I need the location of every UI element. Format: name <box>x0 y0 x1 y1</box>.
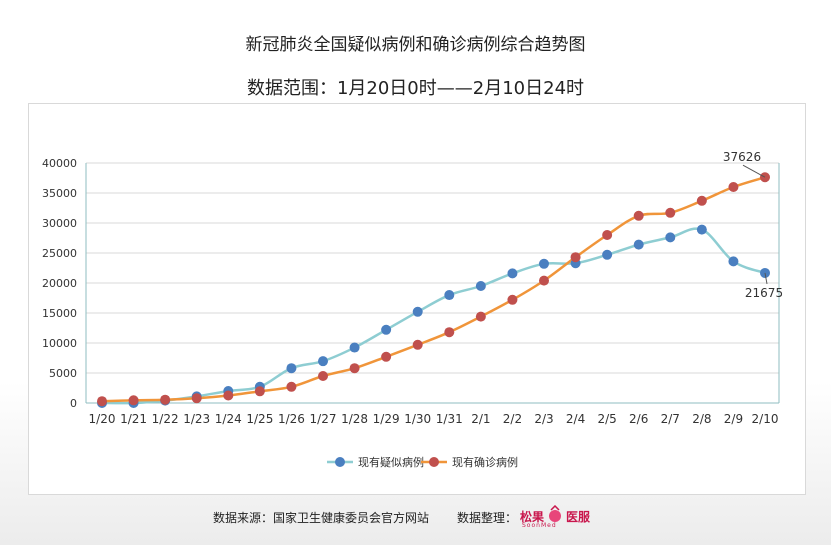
logo-text-right: 医服 <box>566 510 591 524</box>
data-point <box>318 356 328 367</box>
x-tick-label: 2/5 <box>597 412 616 426</box>
data-point <box>602 230 613 240</box>
data-point <box>602 249 613 260</box>
x-tick-label: 2/4 <box>566 412 585 426</box>
data-point <box>475 311 486 322</box>
data-point <box>318 371 328 381</box>
data-organizer-label: 数据整理： <box>457 511 518 525</box>
y-tick-label: 40000 <box>42 157 77 170</box>
legend-label-2: 现有确诊病例 <box>452 455 518 469</box>
data-point <box>349 342 360 353</box>
annotation-leader-line <box>742 164 766 178</box>
x-tick-label: 2/1 <box>471 412 490 426</box>
data-point <box>254 386 265 397</box>
x-tick-label: 1/22 <box>152 412 179 426</box>
y-tick-label: 20000 <box>42 277 77 290</box>
data-point <box>349 363 360 374</box>
data-point <box>381 324 392 335</box>
data-point <box>286 381 297 392</box>
data-point <box>160 394 171 405</box>
data-point <box>97 396 107 407</box>
data-point <box>444 327 455 338</box>
logo-subtext: SoonMed <box>522 522 557 529</box>
x-tick-label: 1/29 <box>373 412 400 426</box>
x-tick-label: 1/30 <box>404 412 431 426</box>
data-point <box>412 339 423 350</box>
line-chart: 0 5000 10000 15000 20000 25000 30000 35000 40000… <box>42 150 783 469</box>
y-tick-label: 30000 <box>42 217 77 230</box>
data-point <box>475 281 486 291</box>
data-point <box>444 290 455 301</box>
data-point <box>381 351 392 362</box>
x-tick-label: 2/10 <box>752 412 779 426</box>
x-tick-label: 1/31 <box>436 412 463 426</box>
footer: 数据来源：国家卫生健康委员会官方网站 数据整理： 松果 医服 SoonMed <box>0 505 831 529</box>
x-tick-label: 1/25 <box>246 412 273 426</box>
y-tick-label: 15000 <box>42 307 77 320</box>
data-point <box>539 275 549 286</box>
x-tick-label: 1/28 <box>341 412 368 426</box>
x-tick-label: 2/8 <box>692 412 711 426</box>
data-point <box>665 207 676 218</box>
x-tick-label: 1/26 <box>278 412 305 426</box>
data-label: 21675 <box>745 286 783 300</box>
x-tick-label: 1/27 <box>310 412 337 426</box>
data-point <box>191 393 202 404</box>
data-point <box>507 294 518 305</box>
y-tick-label: 25000 <box>42 247 77 260</box>
y-tick-label: 0 <box>70 397 77 410</box>
data-point <box>728 256 739 267</box>
y-tick-label: 35000 <box>42 187 77 200</box>
x-tick-label: 2/2 <box>503 412 522 426</box>
legend-marker-1 <box>335 457 345 467</box>
data-point <box>696 195 707 206</box>
logo-text-left: 松果 <box>520 510 545 524</box>
x-tick-label: 2/3 <box>534 412 553 426</box>
data-point <box>128 395 139 406</box>
legend-marker-2 <box>429 457 439 467</box>
data-point <box>665 232 676 243</box>
data-point <box>223 390 234 401</box>
data-point <box>412 306 423 317</box>
annotation-leader-line <box>764 272 768 285</box>
data-point <box>633 239 644 250</box>
chart-subtitle: 数据范围：1月20日0时——2月10日24时 <box>246 78 585 99</box>
x-tick-label: 2/6 <box>629 412 648 426</box>
pomegranate-icon <box>549 505 561 522</box>
series-line-2 <box>101 176 766 403</box>
x-tick-label: 2/9 <box>724 412 743 426</box>
y-tick-label: 5000 <box>49 367 77 380</box>
data-point <box>570 252 581 263</box>
x-tick-label: 1/23 <box>183 412 210 426</box>
data-point <box>696 224 707 235</box>
series-line-1 <box>101 227 766 405</box>
y-tick-label: 10000 <box>42 337 77 350</box>
data-point <box>633 210 644 221</box>
x-tick-label: 2/7 <box>661 412 680 426</box>
data-point <box>507 268 518 279</box>
x-tick-label: 1/20 <box>89 412 116 426</box>
data-point <box>728 182 739 192</box>
chart-title: 新冠肺炎全国疑似病例和确诊病例综合趋势图 <box>245 35 586 55</box>
chart-panel: 0 5000 10000 15000 20000 25000 30000 35000 40000… <box>28 103 806 495</box>
soonmed-logo: 松果 医服 SoonMed <box>520 505 600 531</box>
data-source: 数据来源：国家卫生健康委员会官方网站 <box>213 511 430 525</box>
data-point <box>539 258 549 269</box>
x-tick-label: 1/24 <box>215 412 242 426</box>
x-tick-label: 1/21 <box>120 412 147 426</box>
legend-label-1: 现有疑似病例 <box>358 455 424 469</box>
data-label: 37626 <box>723 150 761 164</box>
data-point <box>286 363 297 374</box>
